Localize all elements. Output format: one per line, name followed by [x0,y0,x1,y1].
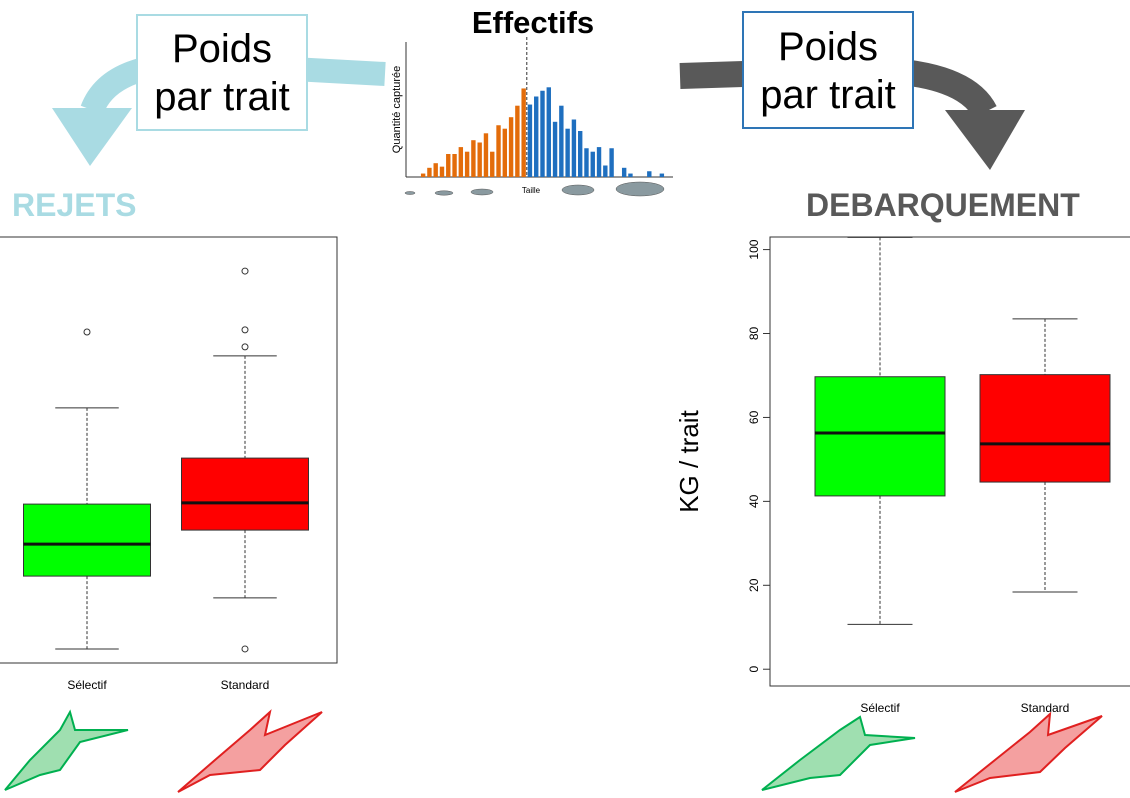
box [23,503,151,577]
title: Effectifs [472,5,594,40]
bar [483,133,489,177]
bar [515,105,520,177]
outlier [83,328,91,336]
arrow-left-head [52,108,132,166]
bar [647,171,652,177]
outlier [241,343,249,351]
bar [577,131,583,177]
bar [458,147,464,177]
arrow-right-head [945,110,1025,170]
bar [477,142,482,177]
box [814,376,946,497]
outlier [241,267,249,275]
x-tick-label: Standard [221,678,270,692]
bar [502,128,508,177]
bar [534,96,539,177]
bar [565,128,570,177]
x-tick-label: Sélectif [860,701,900,715]
bar [552,121,558,177]
box [979,374,1111,483]
callout-text: Poids [778,25,878,69]
bar [603,165,608,177]
bar [621,167,627,177]
x-axis-label: Taille [522,186,541,195]
bar [590,151,595,177]
net-icons [4,709,1103,793]
bar [452,154,457,177]
y-tick-label: 0 [747,666,761,673]
x-tick-label: Sélectif [67,678,107,692]
callout-right [742,11,914,129]
y-tick-label: 20 [747,578,761,592]
y-tick-label: 60 [747,410,761,424]
bar [446,154,451,177]
section-label: DEBARQUEMENT [806,187,1080,223]
section-label: REJETS [12,187,136,223]
bar [508,117,514,177]
bar [540,90,545,177]
bar [659,173,665,177]
bar [559,105,564,177]
bar [596,147,602,177]
y-tick-label: 80 [747,327,761,341]
bar [521,88,526,177]
fish-icons [404,181,665,197]
y-axis-label: Quantité capturée [391,66,403,153]
outlier [241,645,249,653]
bar [420,173,426,177]
callout-text: Poids [172,27,272,71]
bar [584,148,589,177]
y-axis-label: KG / trait [674,409,704,512]
bar [527,104,533,177]
bar [427,167,432,177]
bar [609,148,614,177]
callout-text: par trait [760,73,896,117]
bar [490,151,495,177]
box [181,457,309,531]
bar [439,166,445,177]
y-tick-label: 40 [747,494,761,508]
bar [628,173,633,177]
bar [546,87,551,177]
bar [464,151,470,177]
bar [571,119,577,177]
callout-left [136,14,308,131]
callout-text: par trait [154,75,290,119]
bar [496,125,501,177]
plot-frame [0,236,338,664]
y-tick-label: 100 [747,239,761,259]
x-tick-label: Standard [1021,701,1070,715]
bar [471,140,476,177]
bar [433,163,438,177]
outlier [241,326,249,334]
